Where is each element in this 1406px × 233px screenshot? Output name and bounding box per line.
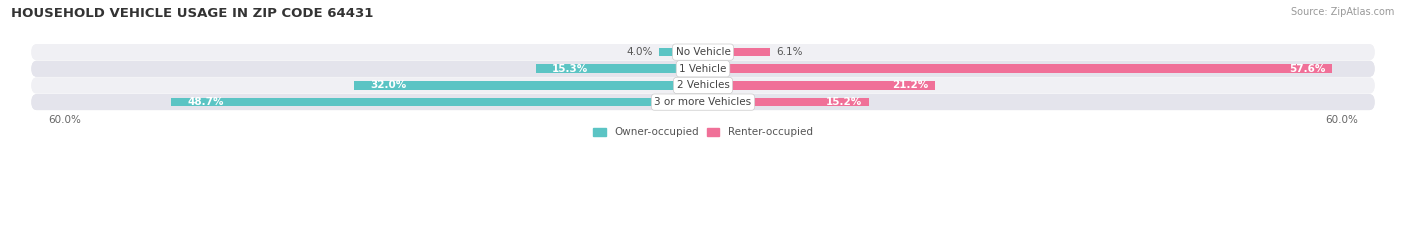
- Text: 4.0%: 4.0%: [627, 47, 652, 57]
- Text: HOUSEHOLD VEHICLE USAGE IN ZIP CODE 64431: HOUSEHOLD VEHICLE USAGE IN ZIP CODE 6443…: [11, 7, 374, 20]
- Bar: [703, 98, 869, 106]
- Bar: [353, 81, 703, 90]
- Text: 32.0%: 32.0%: [370, 80, 406, 90]
- Text: 60.0%: 60.0%: [48, 115, 80, 125]
- Legend: Owner-occupied, Renter-occupied: Owner-occupied, Renter-occupied: [589, 123, 817, 142]
- Bar: [172, 98, 703, 106]
- Text: 15.3%: 15.3%: [553, 64, 589, 74]
- Bar: [536, 65, 703, 73]
- Text: No Vehicle: No Vehicle: [675, 47, 731, 57]
- FancyBboxPatch shape: [31, 78, 1375, 93]
- Bar: [703, 81, 935, 90]
- Bar: [703, 65, 1331, 73]
- Text: 15.2%: 15.2%: [827, 97, 862, 107]
- Text: 57.6%: 57.6%: [1289, 64, 1326, 74]
- Text: 21.2%: 21.2%: [891, 80, 928, 90]
- Text: 48.7%: 48.7%: [187, 97, 224, 107]
- Bar: [703, 48, 769, 56]
- Text: Source: ZipAtlas.com: Source: ZipAtlas.com: [1291, 7, 1395, 17]
- FancyBboxPatch shape: [31, 78, 1375, 93]
- FancyBboxPatch shape: [31, 44, 1375, 60]
- Bar: [659, 48, 703, 56]
- Text: 6.1%: 6.1%: [776, 47, 803, 57]
- Text: 3 or more Vehicles: 3 or more Vehicles: [654, 97, 752, 107]
- FancyBboxPatch shape: [31, 61, 1375, 77]
- FancyBboxPatch shape: [31, 94, 1375, 110]
- Text: 60.0%: 60.0%: [1326, 115, 1358, 125]
- FancyBboxPatch shape: [31, 94, 1375, 110]
- Text: 1 Vehicle: 1 Vehicle: [679, 64, 727, 74]
- FancyBboxPatch shape: [31, 44, 1375, 60]
- FancyBboxPatch shape: [31, 61, 1375, 77]
- Text: 2 Vehicles: 2 Vehicles: [676, 80, 730, 90]
